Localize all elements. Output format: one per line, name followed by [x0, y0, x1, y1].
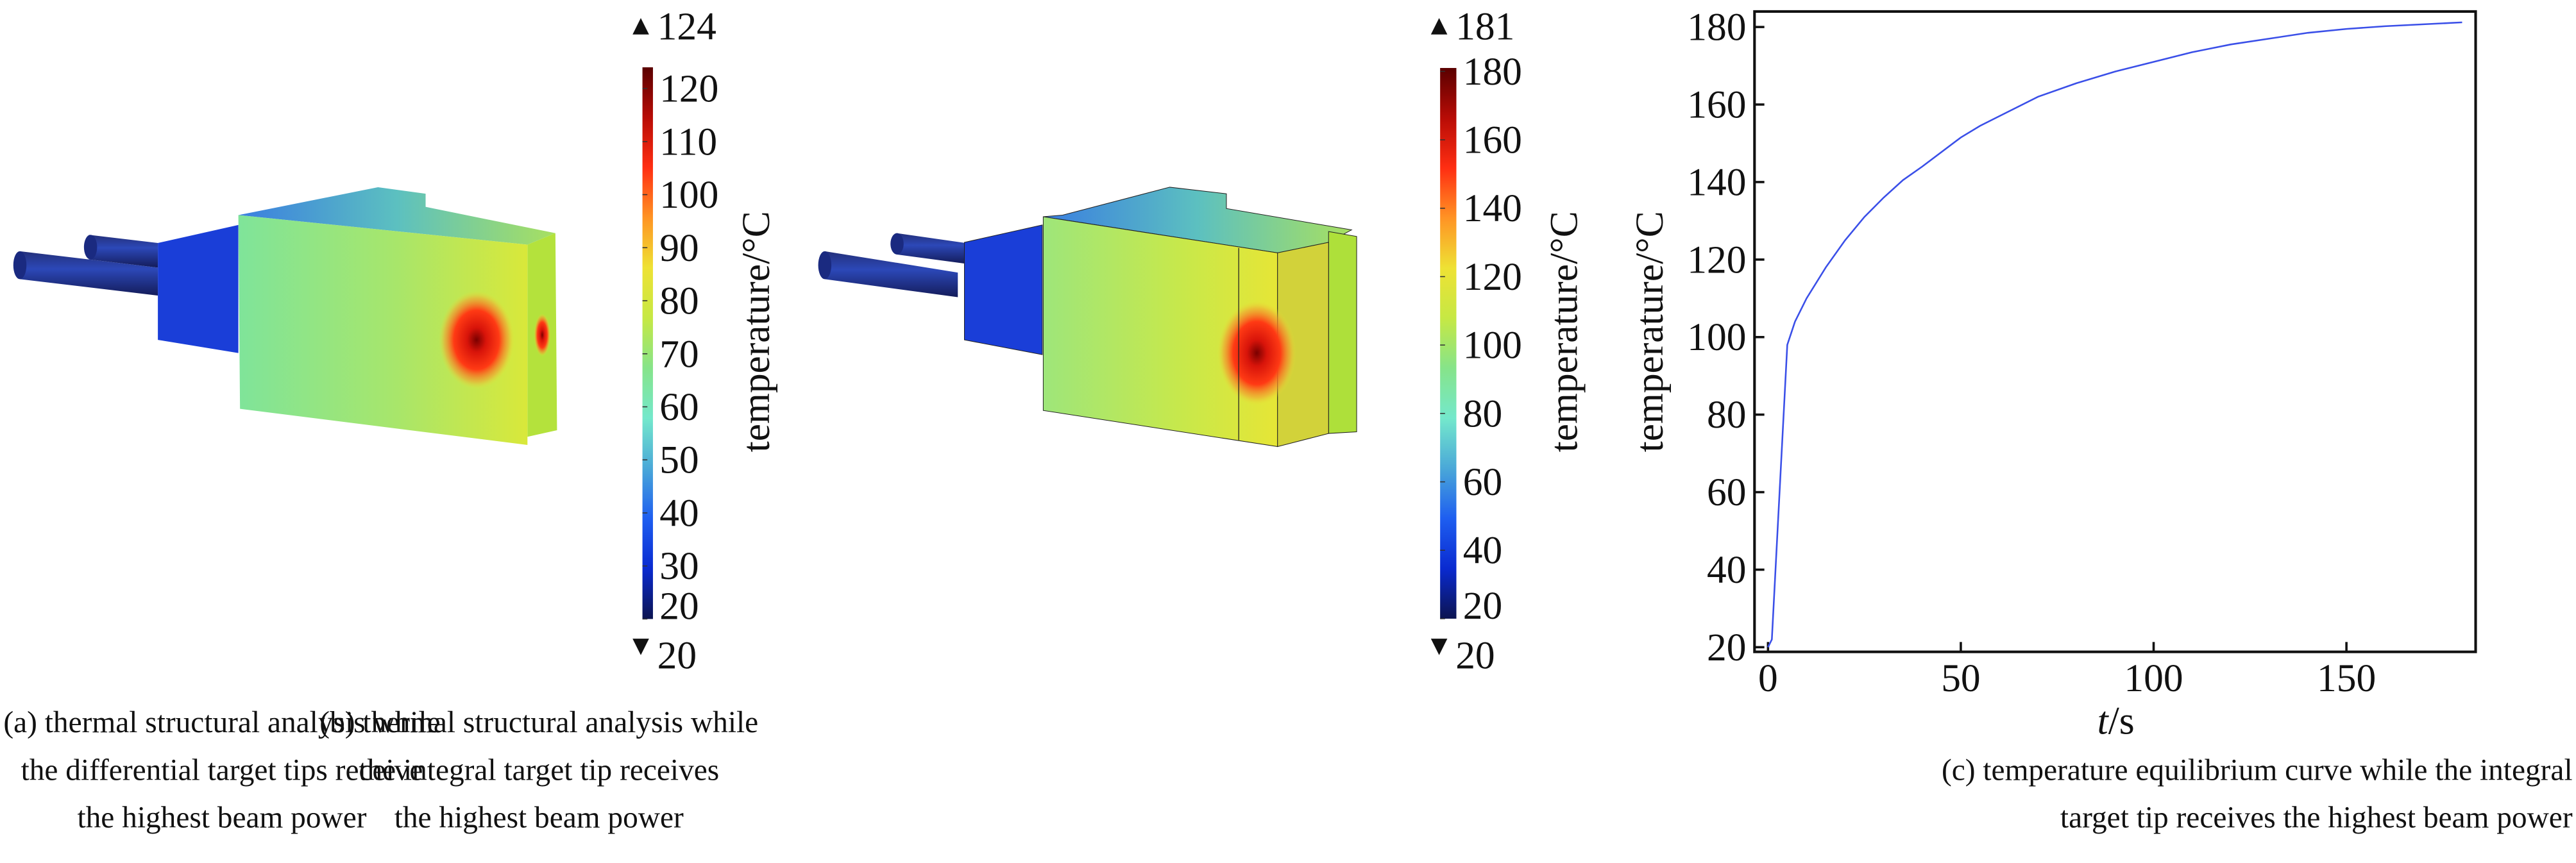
plot-frame [1753, 10, 2477, 653]
colorbar-tick-label: 30 [659, 544, 699, 588]
caption-line: the highest beam power [394, 801, 684, 835]
min-marker-icon [632, 639, 649, 655]
colorbar-gradient [642, 67, 653, 619]
mount-block [158, 224, 239, 353]
panel-b-model [818, 187, 1357, 448]
y-tick-label: 140 [1687, 160, 1746, 204]
colorbar-tick-label: 50 [659, 439, 699, 482]
colorbar-label: temperature/°C [734, 211, 778, 452]
y-tick-label: 80 [1707, 393, 1746, 437]
rod-end [83, 235, 97, 260]
rod-end [890, 233, 904, 255]
colorbar-min-value: 20 [1455, 633, 1495, 677]
y-tick-label: 60 [1707, 471, 1746, 514]
colorbar-tick-label: 20 [1463, 584, 1502, 628]
y-tick-label: 20 [1707, 626, 1746, 669]
x-tick-label: 0 [1758, 657, 1778, 700]
colorbar-tick-label: 160 [1463, 119, 1522, 162]
x-tick-label: 100 [2124, 657, 2183, 700]
caption-line: the highest beam power [77, 801, 366, 835]
colorbar-tick-label: 40 [1463, 529, 1502, 573]
rod [824, 251, 958, 297]
top-plate [238, 187, 555, 245]
y-tick-label: 120 [1687, 238, 1746, 281]
target-fin [1328, 231, 1357, 434]
caption-line: the differential target tips receive [21, 753, 423, 787]
colorbar-b: 181 20 20 40 60 80 100 120 140 160 180 temperature/… [1430, 4, 1586, 677]
rod-end [13, 251, 27, 280]
colorbar-max-value: 181 [1455, 4, 1514, 48]
x-axis-label: t/s [2097, 700, 2135, 743]
max-marker-icon [1430, 18, 1448, 35]
caption-line: (b) thermal structural analysis while [319, 706, 758, 739]
caption-line: target tip receives the highest beam pow… [2060, 801, 2573, 835]
caption-line: (c) temperature equilibrium curve while … [1942, 753, 2573, 787]
rod-end [818, 251, 832, 280]
series-line [1767, 21, 2462, 648]
colorbar-label: temperature/°C [1543, 211, 1586, 452]
caption-c: (c) temperature equilibrium curve while … [1942, 753, 2573, 834]
rod [89, 235, 158, 268]
max-marker-icon [632, 18, 649, 35]
colorbar-tick-label: 120 [1463, 255, 1522, 299]
rod [19, 251, 158, 296]
y-tick-label: 100 [1687, 315, 1746, 359]
y-tick-label: 160 [1687, 83, 1746, 127]
mount-block [963, 224, 1043, 355]
caption-line: (a) thermal structural analysis while [3, 706, 440, 739]
hot-spot [1217, 300, 1296, 406]
chart-ticks: 20 40 60 80 100 120 140 160 180 0 50 100 150 [1687, 6, 2376, 701]
caption-line: the integral target tip receives [359, 753, 719, 787]
colorbar-tick-label: 140 [1463, 187, 1522, 230]
min-marker-icon [1430, 639, 1448, 655]
rod [896, 233, 966, 264]
hot-spot [534, 314, 551, 356]
target-face [1042, 216, 1278, 448]
colorbar-max-value: 124 [657, 4, 716, 48]
colorbar-tick-label: 180 [1463, 50, 1522, 94]
chart-c: 20 40 60 80 100 120 140 160 180 0 50 100 150 tempera… [1628, 6, 2477, 743]
colorbar-tick-label: 70 [659, 332, 699, 376]
colorbar-tick-label: 80 [659, 280, 699, 323]
x-tick-label: 150 [2317, 657, 2376, 700]
colorbar-tick-label: 100 [1463, 324, 1522, 367]
caption-a: (a) thermal structural analysis while th… [3, 706, 440, 835]
colorbar-tick-label: 80 [1463, 392, 1502, 435]
x-axis-label-unit: /s [2108, 700, 2135, 743]
panel-a-model [13, 187, 557, 445]
colorbar-tick-label: 120 [659, 67, 718, 111]
colorbar-tick-label: 100 [659, 173, 718, 217]
y-tick-label: 180 [1687, 6, 1746, 49]
colorbar-a: 124202030405060708090100110120temperatur… [632, 4, 778, 677]
colorbar-tick-label: 90 [659, 226, 699, 270]
colorbar-tick-label: 40 [659, 491, 699, 535]
x-axis-label-var: t [2097, 700, 2110, 743]
colorbar-tick-label: 110 [659, 120, 717, 163]
x-tick-label: 50 [1941, 657, 1980, 700]
colorbar-tick-label: 60 [1463, 460, 1502, 504]
colorbar-min-value: 20 [657, 633, 697, 677]
colorbar-tick-label: 60 [659, 385, 699, 429]
colorbar-gradient [1440, 68, 1457, 619]
hot-spot [439, 290, 514, 389]
colorbar-tick-label: 20 [659, 584, 699, 628]
y-tick-label: 40 [1707, 548, 1746, 592]
y-axis-label: temperature/°C [1628, 211, 1672, 452]
target-face [238, 215, 528, 445]
caption-b: (b) thermal structural analysis while th… [319, 706, 758, 835]
